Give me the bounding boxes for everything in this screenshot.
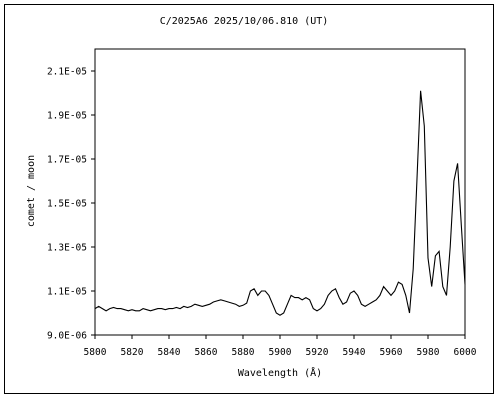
plot-area: [94, 48, 466, 336]
x-tick-label: 5820: [121, 347, 144, 358]
y-axis: 9.0E-06 1.1E-05 1.3E-05 1.5E-05 1.7E-05 1.9E-…: [47, 67, 95, 342]
y-tick-label: 1.7E-05: [47, 155, 87, 166]
y-tick-label: 2.1E-05: [47, 67, 87, 78]
y-tick-label: 1.9E-05: [47, 111, 87, 122]
y-tick-label: 1.1E-05: [47, 287, 87, 298]
y-tick-label: 1.5E-05: [47, 199, 87, 210]
x-tick-label: 5920: [306, 347, 329, 358]
chart-frame: [4, 4, 494, 394]
x-axis-label: Wavelength (Å): [238, 366, 322, 379]
x-tick-label: 5860: [195, 347, 218, 358]
x-tick-label: 5880: [232, 347, 255, 358]
x-tick-label: 5940: [343, 347, 366, 358]
y-tick-label: 9.0E-06: [47, 331, 87, 342]
y-tick-label: 1.3E-05: [47, 243, 87, 254]
series-line: [94, 90, 466, 316]
x-tick-label: 5840: [158, 347, 181, 358]
series-points: [95, 91, 465, 315]
x-tick-label: 5960: [380, 347, 403, 358]
x-tick-label: 5980: [417, 347, 440, 358]
x-tick-label: 5800: [84, 347, 107, 358]
x-axis: 5800 5820 5840 5860 5880 5900 5920 5940 5960 5980…: [84, 335, 477, 358]
y-axis-label: comet / moon: [26, 155, 37, 227]
x-tick-label: 6000: [454, 347, 477, 358]
chart-title: C/2025A6 2025/10/06.810 (UT): [160, 16, 329, 27]
x-tick-label: 5900: [269, 347, 292, 358]
